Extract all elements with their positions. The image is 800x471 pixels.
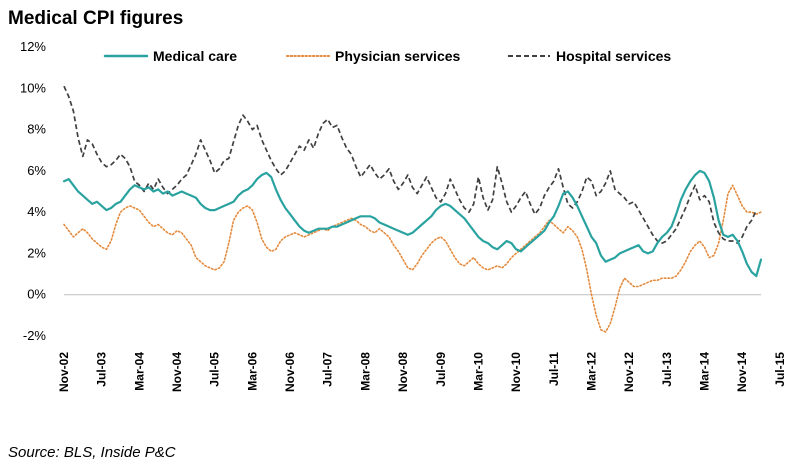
x-tick-label: Jul-09 <box>434 352 448 387</box>
x-tick-label: Jul-05 <box>208 352 222 387</box>
legend-label-physician-services: Physician services <box>335 48 461 64</box>
x-tick-label: Jul-13 <box>660 352 674 387</box>
y-tick-label: 4% <box>27 204 46 219</box>
x-tick-label: Jul-03 <box>95 352 109 387</box>
x-tick-label: Jul-11 <box>547 352 561 386</box>
x-tick-label: Mar-08 <box>358 352 372 391</box>
source-note: Source: BLS, Inside P&C <box>8 444 176 461</box>
y-tick-label: 8% <box>27 122 46 137</box>
y-tick-label: 2% <box>27 245 46 260</box>
x-tick-label: Nov-04 <box>170 352 184 392</box>
series-group <box>62 85 763 333</box>
x-tick-label: Mar-12 <box>584 352 598 391</box>
x-tick-label: Nov-14 <box>735 352 749 392</box>
legend-label-medical-care: Medical care <box>153 48 237 64</box>
x-tick-label: Nov-12 <box>622 352 636 392</box>
x-tick-label: Jul-15 <box>773 352 787 387</box>
x-tick-label: Mar-14 <box>697 352 711 391</box>
x-tick-label: Mar-04 <box>132 352 146 391</box>
y-tick-label: -2% <box>23 328 47 343</box>
series-line-medical-care <box>62 169 763 278</box>
y-tick-label: 10% <box>20 80 46 95</box>
series-line-physician-services <box>63 184 762 333</box>
y-axis: -2% 0% 2% 4% 6% 8% 10% 12% <box>20 39 46 343</box>
y-tick-label: 0% <box>27 287 46 302</box>
y-tick-label: 12% <box>20 39 46 54</box>
x-tick-label: Jul-07 <box>321 352 335 387</box>
y-tick-label: 6% <box>27 163 46 178</box>
x-tick-label: Nov-08 <box>396 352 410 392</box>
legend: Medical care Physician services Hospital s… <box>103 48 671 64</box>
x-axis: Nov-02 Jul-03 Mar-04 Nov-04 Jul-05 Mar-06 Nov-… <box>57 352 787 392</box>
legend-label-hospital-services: Hospital services <box>556 48 671 64</box>
x-tick-label: Mar-10 <box>471 352 485 391</box>
x-tick-label: Nov-10 <box>509 352 523 392</box>
series-line-hospital-services <box>63 85 758 244</box>
x-tick-label: Nov-02 <box>57 352 71 392</box>
chart-title: Medical CPI figures <box>8 8 184 29</box>
x-tick-label: Nov-06 <box>283 352 297 392</box>
x-tick-label: Mar-06 <box>245 352 259 391</box>
